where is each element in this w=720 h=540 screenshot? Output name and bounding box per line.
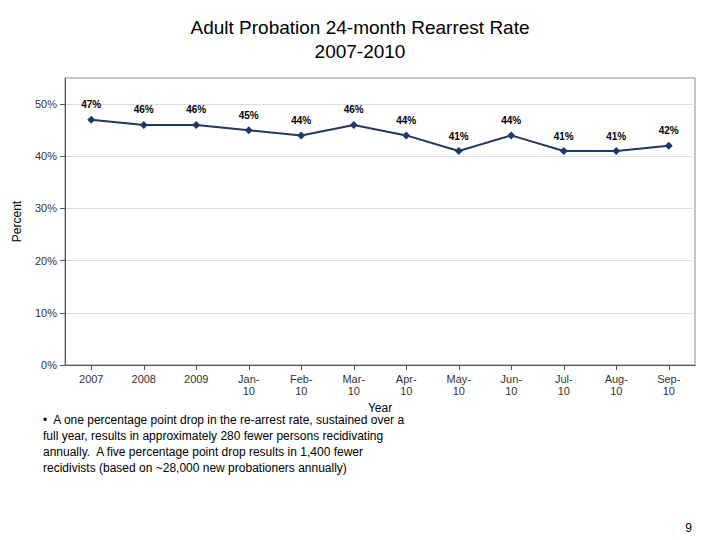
svg-text:50%: 50% — [35, 98, 57, 110]
svg-text:Year: Year — [368, 401, 392, 415]
svg-text:10: 10 — [295, 385, 307, 397]
svg-text:20%: 20% — [35, 255, 57, 267]
svg-text:• A one percentage point drop: • A one percentage point drop in the re-… — [43, 413, 404, 427]
svg-text:Mar-: Mar- — [342, 373, 365, 385]
svg-text:41%: 41% — [554, 131, 574, 142]
svg-text:Jan-: Jan- — [238, 373, 260, 385]
svg-text:44%: 44% — [291, 115, 311, 126]
svg-text:2009: 2009 — [184, 373, 208, 385]
svg-text:Apr-: Apr- — [396, 373, 417, 385]
svg-text:42%: 42% — [659, 125, 679, 136]
svg-text:30%: 30% — [35, 202, 57, 214]
svg-text:10: 10 — [663, 385, 675, 397]
svg-text:May-: May- — [447, 373, 472, 385]
svg-text:2008: 2008 — [132, 373, 156, 385]
svg-text:46%: 46% — [344, 104, 364, 115]
svg-text:10: 10 — [610, 385, 622, 397]
svg-text:10: 10 — [453, 385, 465, 397]
svg-text:annually. A five percentage p: annually. A five percentage point drop r… — [43, 445, 363, 459]
svg-text:44%: 44% — [396, 115, 416, 126]
svg-text:10: 10 — [505, 385, 517, 397]
svg-text:44%: 44% — [501, 115, 521, 126]
svg-text:Feb-: Feb- — [290, 373, 313, 385]
svg-text:40%: 40% — [35, 150, 57, 162]
svg-text:10%: 10% — [35, 307, 57, 319]
svg-text:10: 10 — [558, 385, 570, 397]
svg-text:full year, results in approxim: full year, results in approximately 280 … — [43, 429, 383, 443]
svg-text:Sep-: Sep- — [657, 373, 681, 385]
svg-text:0%: 0% — [41, 359, 57, 371]
svg-text:2007: 2007 — [79, 373, 103, 385]
svg-text:Adult Probation 24-month Rearr: Adult Probation 24-month Rearrest Rate — [190, 17, 529, 38]
svg-text:46%: 46% — [134, 104, 154, 115]
svg-text:2007-2010: 2007-2010 — [315, 41, 406, 62]
svg-text:10: 10 — [243, 385, 255, 397]
svg-text:Jul-: Jul- — [555, 373, 573, 385]
svg-text:45%: 45% — [239, 110, 259, 121]
svg-text:41%: 41% — [449, 131, 469, 142]
svg-text:Aug-: Aug- — [605, 373, 629, 385]
svg-text:46%: 46% — [186, 104, 206, 115]
svg-text:41%: 41% — [606, 131, 626, 142]
svg-text:Percent: Percent — [10, 200, 24, 242]
svg-text:9: 9 — [685, 521, 692, 535]
svg-text:10: 10 — [348, 385, 360, 397]
svg-text:10: 10 — [400, 385, 412, 397]
svg-text:recidivists (based on ~28,000: recidivists (based on ~28,000 new probat… — [43, 461, 347, 475]
svg-text:Jun-: Jun- — [501, 373, 523, 385]
svg-text:47%: 47% — [81, 99, 101, 110]
